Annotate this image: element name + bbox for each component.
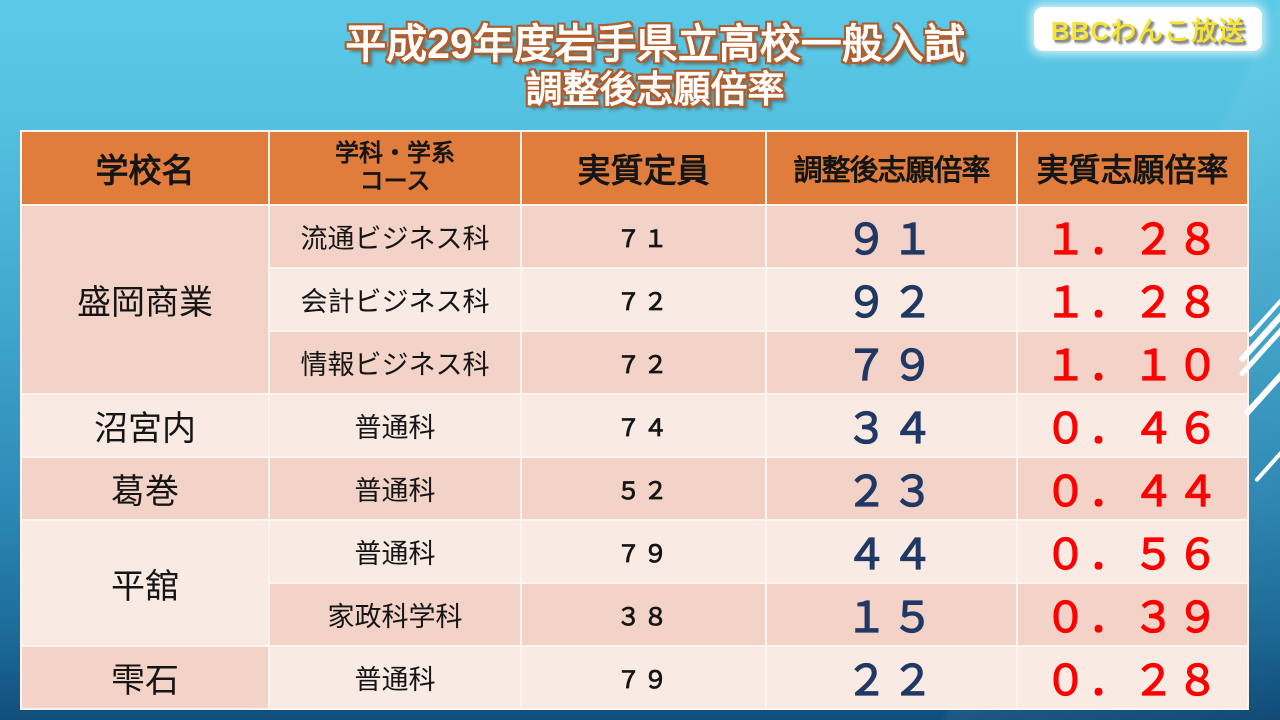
page-title: 平成29年度岩手県立高校一般入試 調整後志願倍率 [30, 20, 1280, 112]
course-cell: 普通科 [268, 645, 522, 710]
school-cell: 平舘 [20, 519, 270, 647]
course-cell: 会計ビジネス科 [268, 267, 522, 332]
header-school: 学校名 [20, 130, 270, 206]
course-cell: 家政科学科 [268, 582, 522, 647]
ratio-cell: １．１０ [1016, 330, 1249, 395]
ratio-cell: ０．３９ [1016, 582, 1249, 647]
header-course-line2: コース [359, 168, 431, 195]
adjusted-count-cell: １５ [765, 582, 1018, 647]
table-row: 雫石 普通科 ７９ ２２ ０．２８ [20, 645, 1249, 710]
ratio-cell: １．２８ [1016, 204, 1249, 269]
adjusted-count-cell: ９１ [765, 204, 1018, 269]
adjusted-count-cell: ２３ [765, 456, 1018, 521]
table-row: 平舘 普通科 ７９ ４４ ０．５６ [20, 519, 1249, 647]
capacity-cell: ７１ [520, 204, 767, 269]
course-cell: 情報ビジネス科 [268, 330, 522, 395]
school-cell: 盛岡商業 [20, 204, 270, 395]
capacity-cell: ７２ [520, 267, 767, 332]
header-capacity: 実質定員 [520, 130, 767, 206]
header-course: 学科・学系 コース [268, 130, 522, 206]
diagonal-stripe [1247, 294, 1280, 338]
table-row: 沼宮内 普通科 ７４ ３４ ０．４６ [20, 393, 1249, 458]
adjusted-count-cell: ３４ [765, 393, 1018, 458]
adjusted-count-cell: ４４ [765, 519, 1018, 584]
header-course-line1: 学科・学系 [335, 140, 455, 168]
ratio-cell: ０．４４ [1016, 456, 1249, 521]
table-row: 家政科学科 ３８ １５ ０．３９ [21, 582, 1249, 647]
table-header-row: 学校名 学科・学系 コース 実質定員 調整後志願倍率 実質志願倍率 [20, 130, 1249, 206]
capacity-cell: ７９ [520, 519, 767, 584]
adjusted-count-cell: ７９ [765, 330, 1018, 395]
table-row: 情報ビジネス科 ７２ ７９ １．１０ [21, 330, 1249, 395]
school-cell: 雫石 [20, 645, 270, 710]
page-title-line1: 平成29年度岩手県立高校一般入試 [345, 21, 965, 67]
capacity-cell: ３８ [520, 582, 767, 647]
ratio-cell: １．２８ [1016, 267, 1249, 332]
capacity-cell: ７４ [520, 393, 767, 458]
table-row: 葛巻 普通科 ５２ ２３ ０．４４ [20, 456, 1249, 521]
course-cell: 普通科 [268, 393, 522, 458]
school-cell: 葛巻 [20, 456, 270, 521]
admissions-ratio-table: 学校名 学科・学系 コース 実質定員 調整後志願倍率 実質志願倍率 盛岡商業 流… [20, 130, 1249, 710]
ratio-cell: ０．５６ [1016, 519, 1249, 584]
station-badge-label: BBCわんこ放送 [1050, 15, 1246, 46]
diagonal-stripe [1254, 445, 1280, 483]
table-row: 盛岡商業 流通ビジネス科 ７１ ９１ １．２８ [20, 204, 1249, 395]
course-cell: 流通ビジネス科 [268, 204, 522, 269]
station-badge: BBCわんこ放送 [1034, 7, 1262, 51]
adjusted-count-cell: ９２ [765, 267, 1018, 332]
header-adjusted-applicants: 調整後志願倍率 [765, 130, 1018, 206]
capacity-cell: ７９ [520, 645, 767, 710]
page-title-line2: 調整後志願倍率 [525, 69, 785, 111]
adjusted-count-cell: ２２ [765, 645, 1018, 710]
course-cell: 普通科 [268, 519, 522, 584]
header-actual-ratio: 実質志願倍率 [1016, 130, 1249, 206]
ratio-cell: ０．２８ [1016, 645, 1249, 710]
capacity-cell: ７２ [520, 330, 767, 395]
table-row: 会計ビジネス科 ７２ ９２ １．２８ [21, 267, 1249, 332]
course-cell: 普通科 [268, 456, 522, 521]
capacity-cell: ５２ [520, 456, 767, 521]
school-cell: 沼宮内 [20, 393, 270, 458]
ratio-cell: ０．４６ [1016, 393, 1249, 458]
